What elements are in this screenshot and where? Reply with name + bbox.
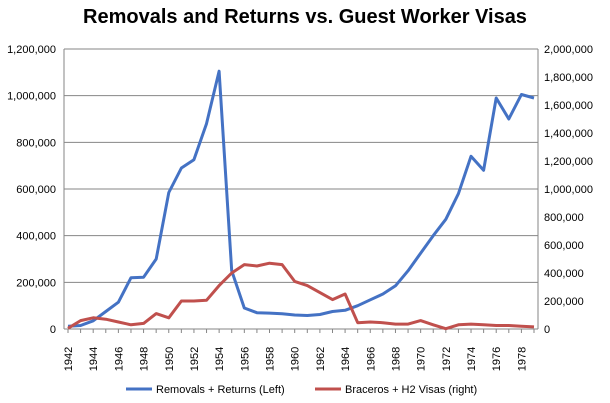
x-tick-label: 1960 xyxy=(290,347,302,371)
axes: 0 200,000 400,000 600,000 800,000 1,000,000 1,… xyxy=(7,44,593,371)
y-right-tick-label: 1,800,000 xyxy=(544,72,593,84)
x-tick-label: 1952 xyxy=(189,347,201,371)
y-left-tick-label: 200,000 xyxy=(16,277,56,289)
x-tick-label: 1958 xyxy=(265,347,277,371)
y-right-tick-label: 1,200,000 xyxy=(544,156,593,168)
legend-label-2: Braceros + H2 Visas (right) xyxy=(345,384,477,396)
x-tick-label: 1974 xyxy=(466,347,478,371)
x-tick-label: 1972 xyxy=(441,347,453,371)
series-line-1 xyxy=(67,69,535,328)
y-left-tick-label: 1,000,000 xyxy=(7,91,56,103)
x-tick-label: 1954 xyxy=(214,347,226,371)
x-tick-label: 1942 xyxy=(63,347,75,371)
x-tick-label: 1970 xyxy=(416,347,428,371)
x-tick-label: 1950 xyxy=(164,347,176,371)
legend-label-1: Removals + Returns (Left) xyxy=(156,384,285,396)
legend: Removals + Returns (Left) Braceros + H2 V… xyxy=(126,384,477,396)
x-tick-label: 1946 xyxy=(113,347,125,371)
y-left-tick-label: 0 xyxy=(50,324,56,336)
y-left-tick-label: 800,000 xyxy=(16,137,56,149)
y-left-tick-label: 400,000 xyxy=(16,231,56,243)
x-tick-label: 1966 xyxy=(365,347,377,371)
y-right-tick-label: 0 xyxy=(544,324,550,336)
series-line-2 xyxy=(67,261,535,331)
x-tick-label: 1978 xyxy=(516,347,528,371)
y-right-tick-label: 1,000,000 xyxy=(544,184,593,196)
y-right-tick-label: 600,000 xyxy=(544,240,584,252)
y-right-tick-label: 2,000,000 xyxy=(544,44,593,56)
y-right-tick-label: 1,400,000 xyxy=(544,128,593,140)
y-right-tick-label: 1,600,000 xyxy=(544,100,593,112)
x-tick-label: 1956 xyxy=(239,347,251,371)
x-tick-label: 1964 xyxy=(340,347,352,371)
x-tick-label: 1944 xyxy=(88,347,100,371)
x-tick-label: 1968 xyxy=(390,347,402,371)
y-right-tick-label: 200,000 xyxy=(544,296,584,308)
y-left-tick-label: 1,200,000 xyxy=(7,44,56,56)
x-tick-label: 1962 xyxy=(315,347,327,371)
series-lines xyxy=(67,69,535,331)
x-tick-label: 1948 xyxy=(139,347,151,371)
y-left-tick-label: 600,000 xyxy=(16,184,56,196)
x-tick-label: 1976 xyxy=(491,347,503,371)
chart-title: Removals and Returns vs. Guest Worker Vi… xyxy=(83,6,527,28)
y-right-tick-label: 400,000 xyxy=(544,268,584,280)
y-right-tick-label: 800,000 xyxy=(544,212,584,224)
